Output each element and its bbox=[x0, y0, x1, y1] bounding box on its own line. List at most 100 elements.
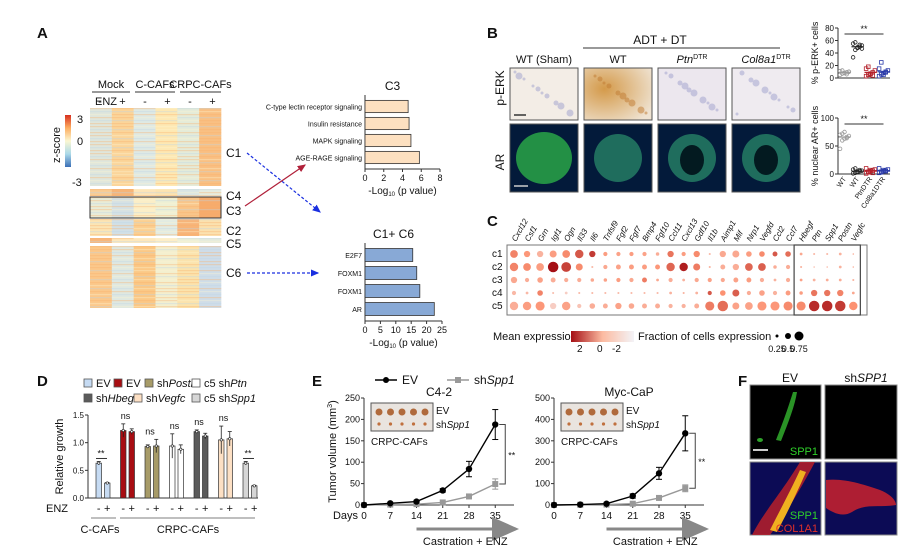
heatmap-row bbox=[199, 261, 222, 263]
prefix: sh bbox=[436, 420, 447, 431]
heatmap-row bbox=[199, 234, 222, 236]
heatmap-row bbox=[177, 111, 200, 113]
heatmap-row bbox=[111, 249, 134, 251]
dot bbox=[785, 290, 791, 296]
bar bbox=[153, 445, 160, 499]
heatmap-row bbox=[199, 255, 222, 257]
heatmap-row bbox=[133, 168, 156, 170]
heatmap-block bbox=[90, 246, 113, 308]
ihc-texture bbox=[677, 80, 683, 86]
enz-sign: + bbox=[178, 503, 184, 515]
data-point bbox=[853, 40, 858, 45]
highlight-box bbox=[793, 244, 861, 316]
dot bbox=[666, 262, 675, 272]
heatmap-row bbox=[111, 132, 134, 134]
chart-title: C3 bbox=[385, 79, 401, 93]
heatmap-row bbox=[133, 135, 156, 137]
group-label-crpccafs: CRPC-CAFs bbox=[157, 524, 220, 536]
fraction-legend-dot bbox=[785, 333, 791, 339]
heatmap-row bbox=[111, 150, 134, 152]
prefix: sh bbox=[626, 420, 637, 431]
group-header-2: CRPC-CAFs bbox=[169, 79, 232, 91]
panel-label-a: A bbox=[37, 25, 48, 42]
x-tick-label: 35 bbox=[490, 511, 502, 522]
heatmap-row bbox=[199, 177, 222, 179]
ihc-texture bbox=[593, 74, 597, 78]
enz-sign: - bbox=[146, 503, 150, 515]
x-tick-label: 10 bbox=[391, 325, 401, 335]
data-point-shspp1 bbox=[656, 494, 662, 501]
heatmap-row bbox=[90, 273, 113, 275]
dot bbox=[549, 250, 557, 258]
heatmap-row bbox=[111, 276, 134, 278]
heatmap-row bbox=[199, 203, 222, 205]
ihc-texture bbox=[606, 83, 612, 89]
heatmap-block bbox=[90, 108, 113, 186]
heatmap-row bbox=[133, 222, 156, 224]
data-point-ev bbox=[682, 430, 689, 437]
legend-text: EV bbox=[96, 378, 111, 390]
heatmap-row bbox=[133, 258, 156, 260]
heatmap-row bbox=[155, 261, 178, 263]
heatmap-row bbox=[90, 222, 113, 224]
enz-sign: - bbox=[121, 503, 125, 515]
y-tick-label: 80 bbox=[825, 24, 834, 33]
panel-b: B ADT + DT WT (Sham) WT PtnDTR Col8a1DTR p-… bbox=[487, 21, 891, 210]
dot bbox=[838, 265, 842, 269]
dot bbox=[796, 301, 806, 311]
heatmap-block bbox=[111, 108, 134, 186]
dot bbox=[746, 277, 752, 283]
heatmap-row bbox=[90, 129, 113, 131]
heatmap-row bbox=[90, 147, 113, 149]
bar bbox=[251, 485, 258, 499]
c3-arrow bbox=[244, 164, 306, 207]
heatmap-row bbox=[111, 174, 134, 176]
heatmap-row bbox=[177, 192, 200, 194]
enz-sign: + bbox=[119, 96, 125, 108]
dot bbox=[655, 252, 660, 256]
ylabel-end: ) bbox=[327, 400, 339, 404]
heatmap-row bbox=[199, 303, 222, 305]
heatmap-row bbox=[133, 285, 156, 287]
tumor-ev bbox=[375, 408, 383, 416]
gene-label: Ccl7 bbox=[784, 224, 800, 243]
heatmap-block bbox=[155, 246, 178, 308]
dot bbox=[811, 289, 818, 297]
legend-swatch bbox=[83, 393, 93, 403]
heatmap-row bbox=[177, 276, 200, 278]
heatmap-row bbox=[133, 252, 156, 254]
heatmap-row bbox=[111, 114, 134, 116]
heatmap-row bbox=[133, 219, 156, 221]
mean-tick-0: 0 bbox=[597, 344, 603, 355]
ihc-texture bbox=[644, 111, 648, 115]
heatmap-row bbox=[90, 261, 113, 263]
heatmap-row bbox=[111, 156, 134, 158]
heatmap-row bbox=[133, 255, 156, 257]
x-tick-label: 21 bbox=[627, 511, 639, 522]
heatmap-row bbox=[199, 114, 222, 116]
series-line-shspp1 bbox=[363, 483, 496, 506]
cluster-label-c5: C5 bbox=[226, 237, 242, 251]
heatmap-row bbox=[133, 279, 156, 281]
heatmap-row bbox=[199, 206, 222, 208]
heatmap-row bbox=[155, 189, 178, 191]
legend-prefix: c5 sh bbox=[204, 393, 230, 405]
heatmap-row bbox=[133, 159, 156, 161]
dot bbox=[590, 278, 595, 282]
dot bbox=[577, 303, 582, 309]
heatmap-row bbox=[133, 270, 156, 272]
dot bbox=[602, 303, 608, 309]
heatmap-row bbox=[155, 177, 178, 179]
heatmap-row bbox=[155, 171, 178, 173]
heatmap-row bbox=[111, 264, 134, 266]
heatmap-row bbox=[111, 234, 134, 236]
term-label: C-type lectin receptor signaling bbox=[266, 105, 362, 112]
y-tick-label: 40 bbox=[825, 49, 834, 58]
data-point bbox=[97, 461, 101, 465]
series-line-shspp1 bbox=[553, 487, 686, 506]
inset-label-shspp1: shSpp1 bbox=[626, 420, 660, 431]
heatmap-row bbox=[155, 147, 178, 149]
heatmap-row bbox=[111, 300, 134, 302]
